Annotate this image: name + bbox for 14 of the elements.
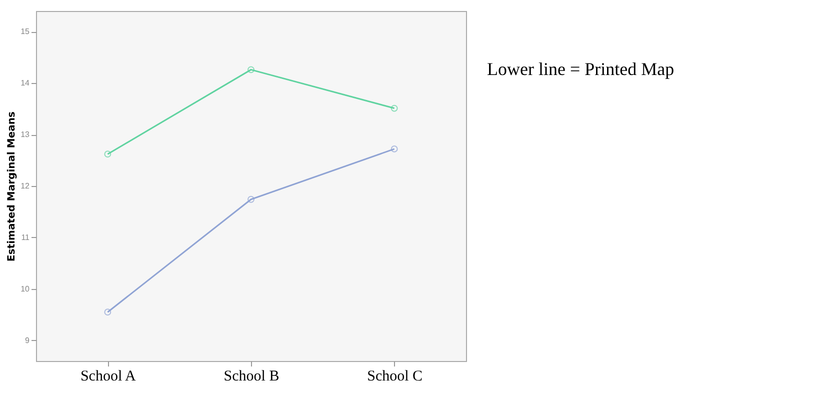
y-tick-label: 12 bbox=[20, 182, 30, 190]
x-tick-label: School C bbox=[367, 368, 423, 384]
y-tick-label: 11 bbox=[21, 232, 30, 242]
point bbox=[248, 196, 254, 203]
y-axis-title: Estimated Marginal Means bbox=[6, 112, 18, 262]
x-tick-label: School A bbox=[80, 368, 136, 384]
y-tick-label: 10 bbox=[20, 284, 30, 294]
text: Lower line = Printed Map bbox=[487, 59, 674, 79]
y-tick-label: 9 bbox=[25, 336, 30, 345]
y-tick-label: 15 bbox=[20, 27, 30, 36]
y-tick-label: 13 bbox=[20, 130, 30, 140]
y-tick-label: 14 bbox=[20, 78, 30, 88]
point bbox=[248, 66, 254, 74]
x-tick-label: School B bbox=[224, 368, 280, 384]
